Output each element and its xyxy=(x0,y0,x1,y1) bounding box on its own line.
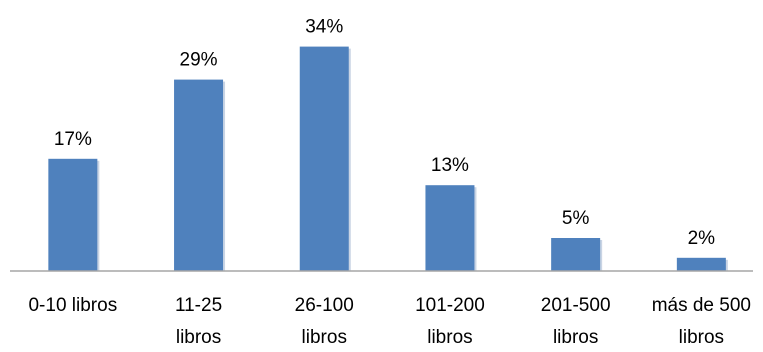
x-tick-label-line: 26-100 xyxy=(295,295,354,316)
x-tick-label-line: 0-10 libros xyxy=(28,295,117,316)
data-label: 5% xyxy=(562,208,590,229)
data-label: 34% xyxy=(305,17,343,38)
bar xyxy=(174,79,224,271)
data-label: 2% xyxy=(688,228,716,249)
x-tick-label-line: libros xyxy=(679,327,724,348)
data-labels-group: 17% 29% 34% 13% 5% 2% xyxy=(54,17,715,249)
x-tick-label: 101-200 libros xyxy=(415,295,485,348)
x-tick-label-line: libros xyxy=(553,327,598,348)
x-tick-label: 201-500 libros xyxy=(541,295,611,348)
x-tick-label: 0-10 libros xyxy=(28,295,117,316)
x-tick-label-line: 201-500 xyxy=(541,295,611,316)
data-label: 13% xyxy=(431,155,469,176)
x-tick-label-line: libros xyxy=(427,327,472,348)
x-tick-label: 11-25 libros xyxy=(175,295,222,348)
bar xyxy=(48,158,98,271)
x-tick-label-line: libros xyxy=(176,327,221,348)
bar xyxy=(299,46,349,271)
data-label: 29% xyxy=(180,50,218,71)
bars-group xyxy=(48,46,728,271)
x-tick-label-line: 11-25 xyxy=(175,295,222,316)
x-tick-label-line: 101-200 xyxy=(415,295,485,316)
bar xyxy=(425,185,475,271)
x-tick-label-line: libros xyxy=(302,327,347,348)
x-tick-label: 26-100 libros xyxy=(295,295,354,348)
data-label: 17% xyxy=(54,129,92,150)
x-tick-label-line: más de 500 xyxy=(652,295,751,316)
bar xyxy=(676,257,726,271)
x-tick-label: más de 500 libros xyxy=(652,295,751,348)
bar xyxy=(551,238,601,271)
